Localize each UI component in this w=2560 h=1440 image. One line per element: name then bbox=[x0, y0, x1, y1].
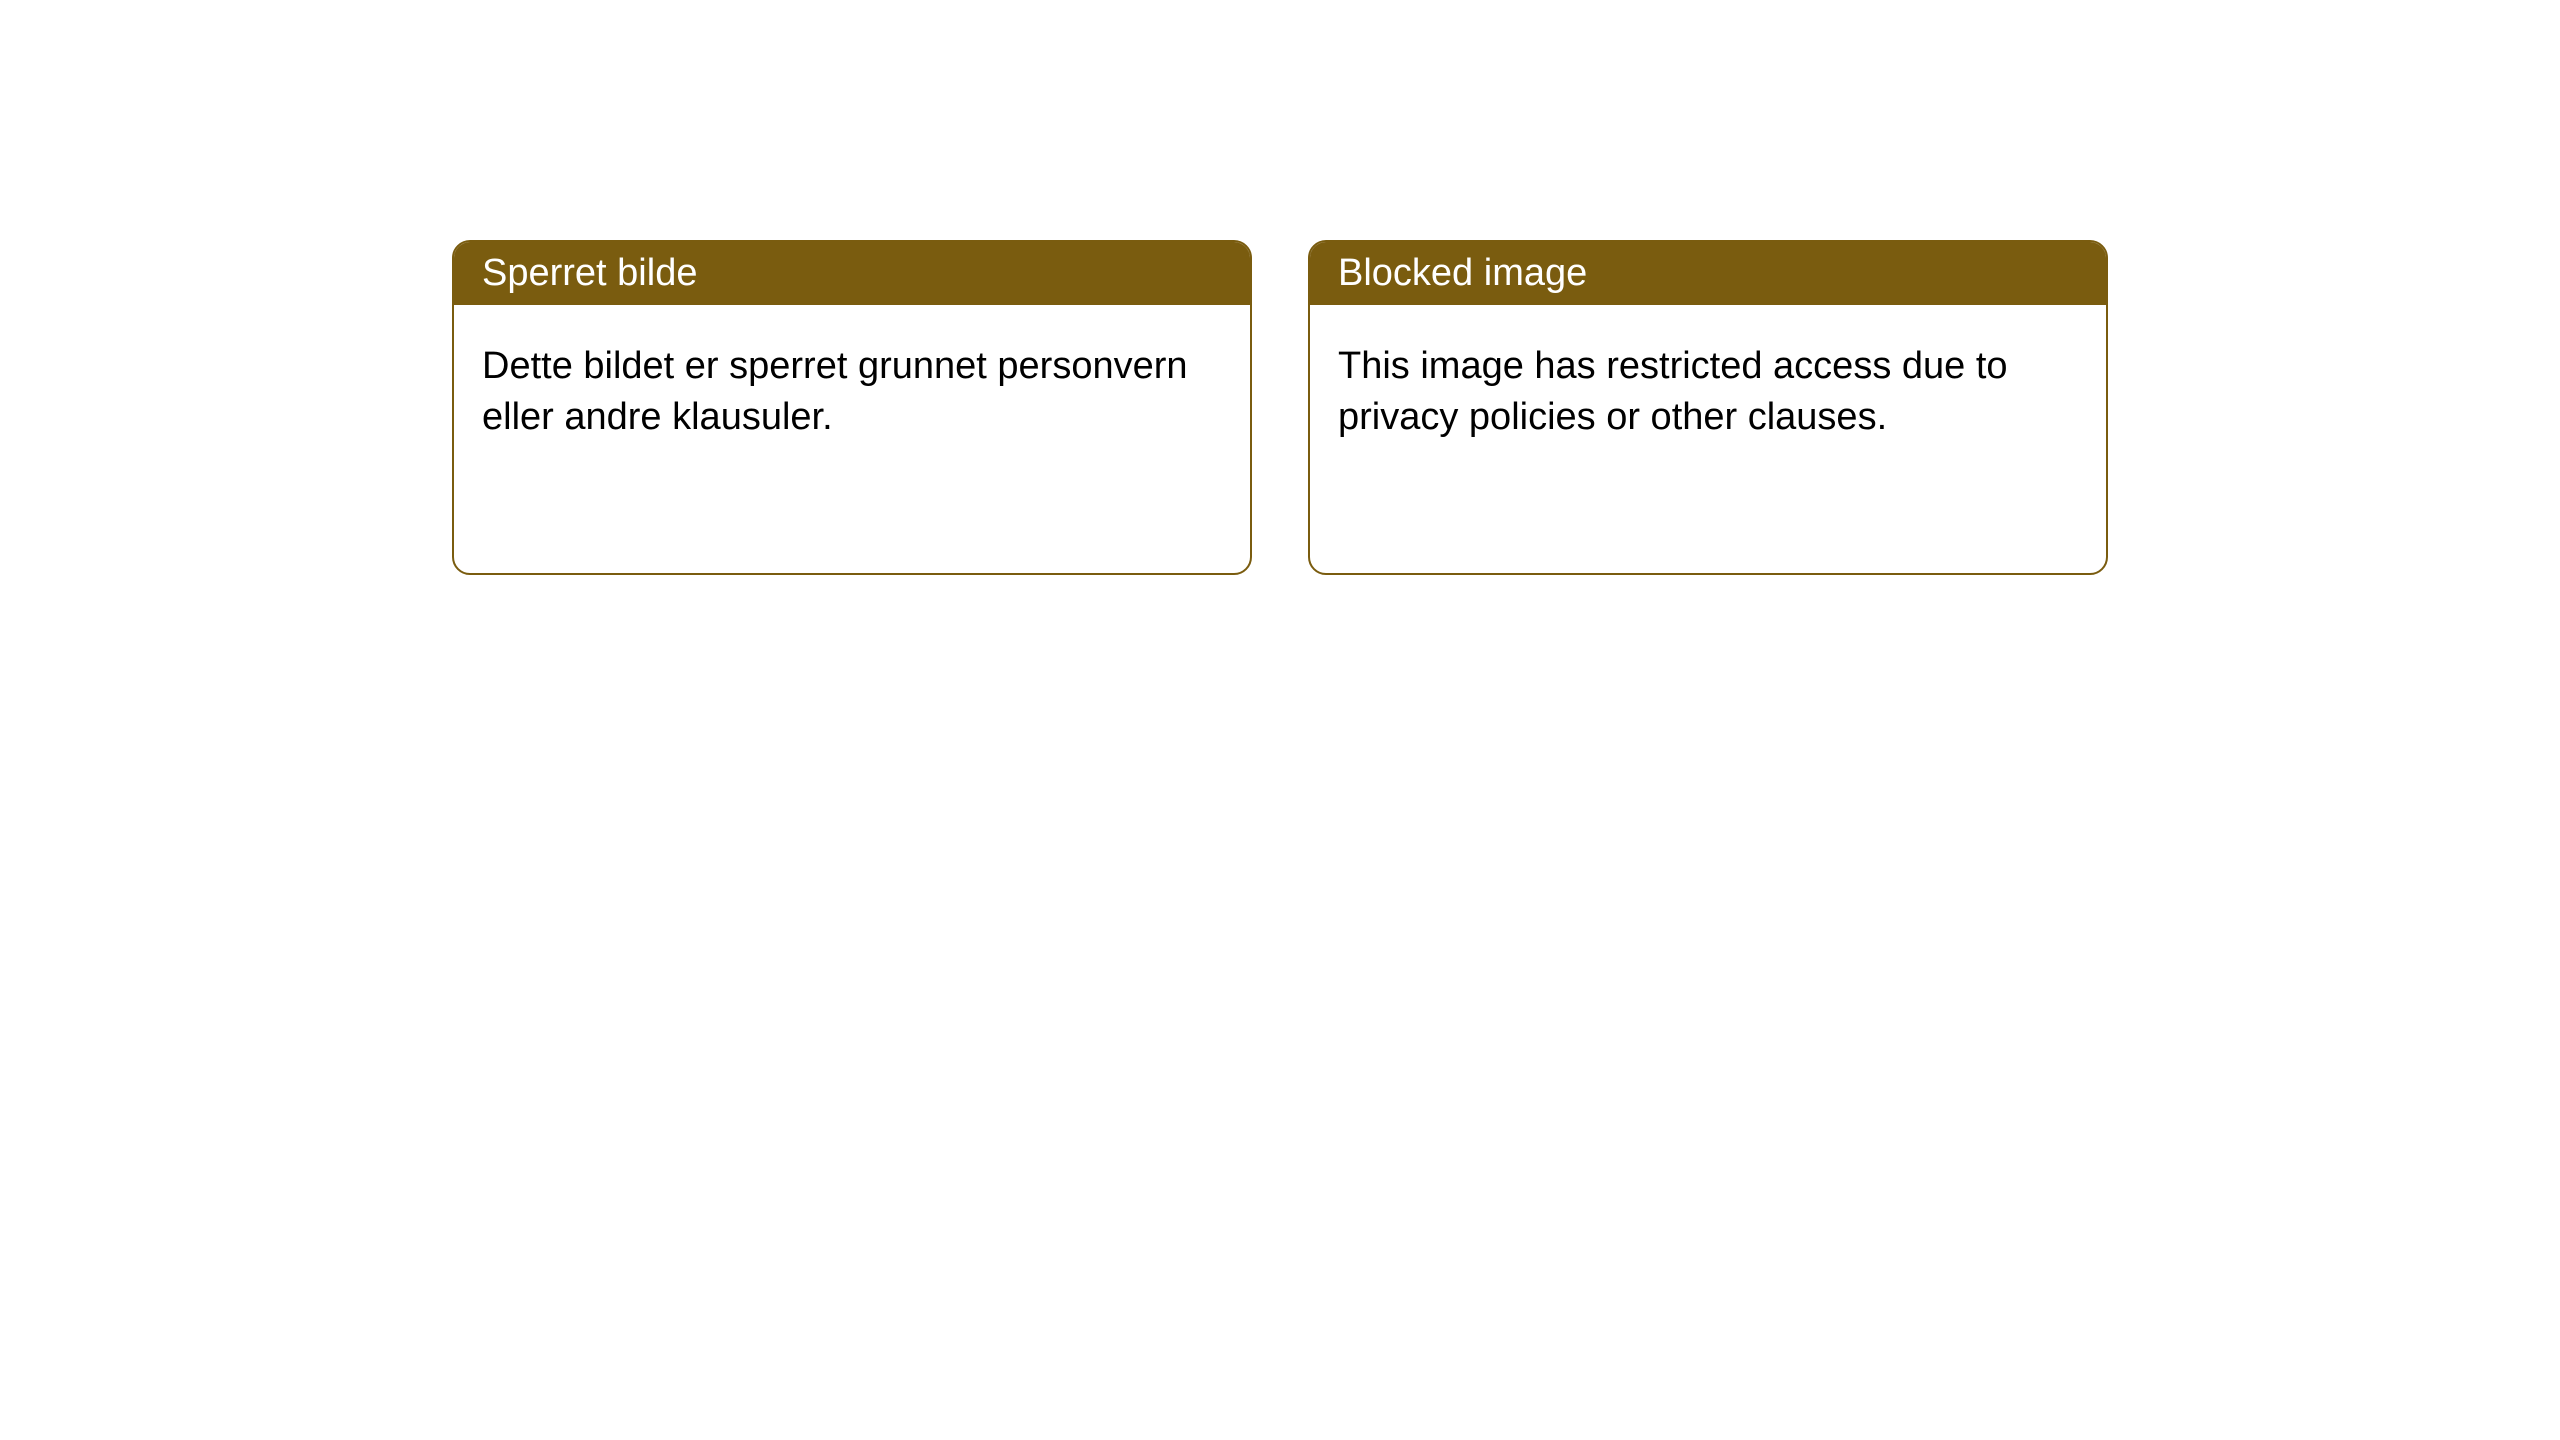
notice-message: This image has restricted access due to … bbox=[1338, 345, 2008, 438]
notice-card-english: Blocked image This image has restricted … bbox=[1308, 240, 2108, 575]
notice-card-norwegian: Sperret bilde Dette bildet er sperret gr… bbox=[452, 240, 1252, 575]
notice-header: Blocked image bbox=[1310, 242, 2106, 305]
notice-title: Sperret bilde bbox=[482, 252, 697, 294]
notice-container: Sperret bilde Dette bildet er sperret gr… bbox=[0, 0, 2560, 575]
notice-body: Dette bildet er sperret grunnet personve… bbox=[454, 305, 1250, 480]
notice-title: Blocked image bbox=[1338, 252, 1587, 294]
notice-message: Dette bildet er sperret grunnet personve… bbox=[482, 345, 1188, 438]
notice-header: Sperret bilde bbox=[454, 242, 1250, 305]
notice-body: This image has restricted access due to … bbox=[1310, 305, 2106, 480]
